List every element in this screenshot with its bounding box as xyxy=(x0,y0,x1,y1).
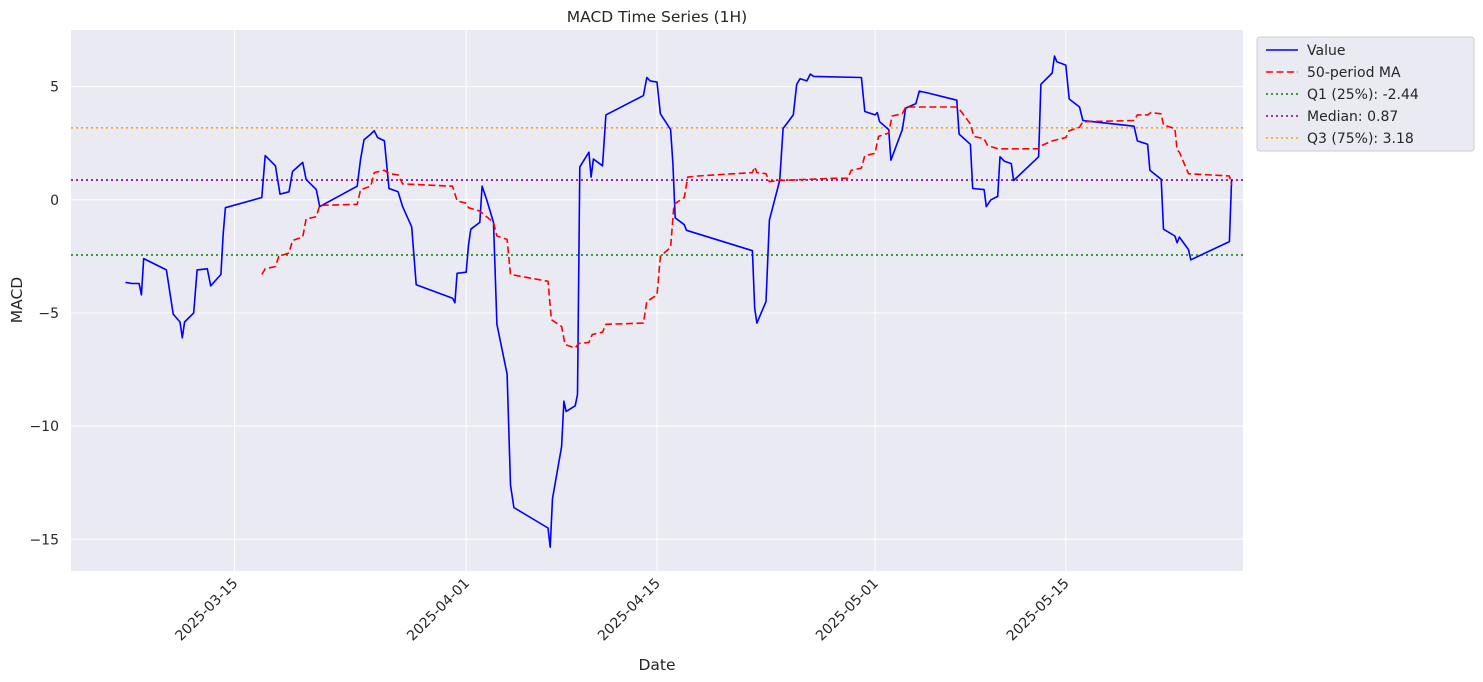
y-tick-label: −15 xyxy=(29,532,59,548)
legend-label: Q3 (75%): 3.18 xyxy=(1307,131,1414,147)
chart-title: MACD Time Series (1H) xyxy=(567,8,747,26)
series-layer xyxy=(125,55,1233,549)
y-axis-ticks: 5 0 −5 −10 −15 xyxy=(29,80,59,549)
x-tick-label: 2025-05-15 xyxy=(1004,576,1073,645)
x-tick-label: 2025-04-01 xyxy=(404,576,473,645)
y-tick-label: −10 xyxy=(29,419,59,435)
x-axis-ticks: 2025-03-15 2025-04-01 2025-04-15 2025-05-01… xyxy=(173,576,1073,645)
moving-average-line xyxy=(261,106,1233,349)
legend-label: Median: 0.87 xyxy=(1307,109,1398,125)
reference-lines xyxy=(71,126,1243,256)
legend-box xyxy=(1256,36,1475,152)
x-axis-label: Date xyxy=(638,656,675,674)
x-tick-label: 2025-04-15 xyxy=(595,576,664,645)
y-tick-label: −5 xyxy=(38,306,59,322)
legend: Value 50-period MA Q1 (25%): -2.44 Median: … xyxy=(1256,36,1475,152)
legend-label: 50-period MA xyxy=(1307,65,1401,81)
x-tick-label: 2025-03-15 xyxy=(173,576,242,645)
y-tick-label: 0 xyxy=(50,193,59,209)
grid xyxy=(71,30,1243,571)
y-tick-label: 5 xyxy=(50,80,59,96)
y-axis-label: MACD xyxy=(8,277,26,324)
value-series-line xyxy=(125,55,1233,549)
x-tick-label: 2025-05-01 xyxy=(813,576,882,645)
legend-label: Q1 (25%): -2.44 xyxy=(1307,87,1419,103)
legend-label: Value xyxy=(1307,43,1345,59)
